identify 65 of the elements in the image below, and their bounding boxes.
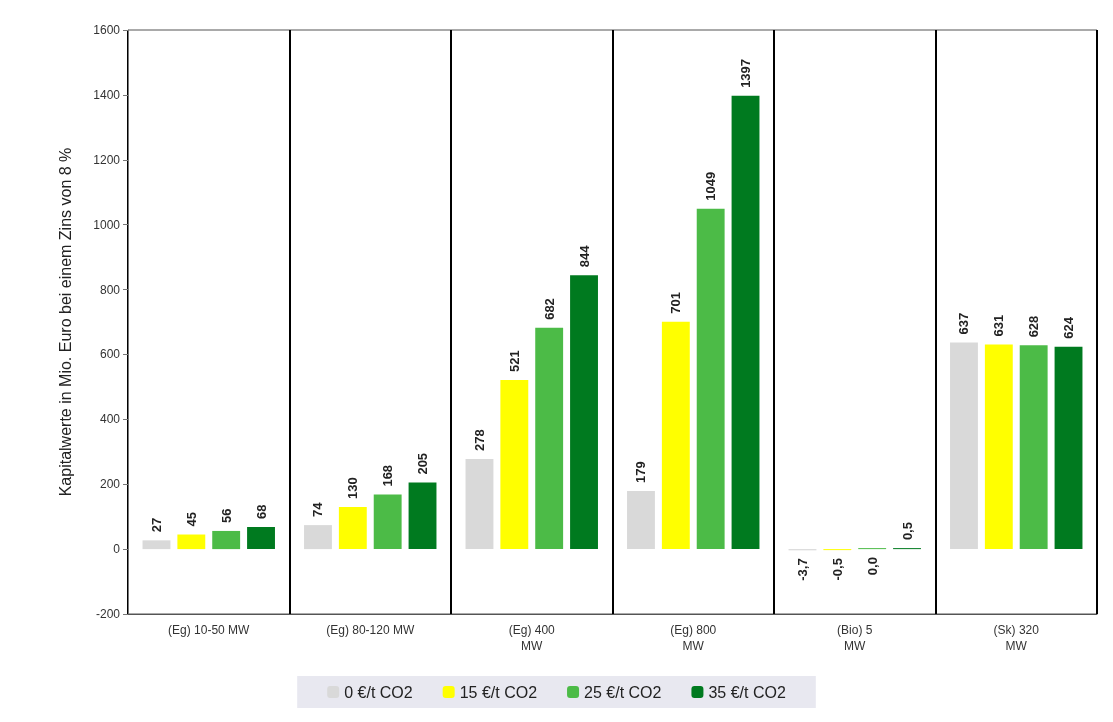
y-tick-label: 600 [99,347,121,362]
data-label: 179 [633,461,649,484]
x-tick-label: (Eg) 10-50 MW [168,623,251,637]
data-label: 45 [183,512,199,527]
legend-label: 15 €/t CO2 [459,683,538,701]
data-label: 1397 [738,58,754,88]
x-tick-label: (Sk) 320 MW [993,623,1040,653]
bar [950,342,978,550]
data-label: 682 [541,298,557,320]
data-label: 628 [1026,315,1042,338]
data-label: 0,0 [864,557,880,576]
data-label: 0,5 [899,522,915,541]
y-tick-label: 0 [113,542,121,557]
data-label: 130 [345,477,361,499]
data-label: 205 [415,452,431,475]
data-label: 631 [991,314,1007,337]
bar [142,540,171,550]
x-tick-label: (Eg) 400 MW [508,623,556,653]
y-tick-label: 200 [99,477,121,492]
bar [177,534,206,550]
data-label: 701 [668,291,684,314]
bar [1054,346,1083,550]
bar [661,321,690,550]
data-label: 637 [956,312,972,335]
bar [304,525,332,550]
x-tick-label: (Eg) 80-120 MW [326,623,415,637]
y-tick-label: 1400 [93,87,121,102]
data-label: 278 [471,429,487,451]
data-label: -0,5 [829,558,845,581]
bar [696,208,725,550]
y-tick-label: 400 [99,412,121,427]
y-tick-label: 1200 [93,152,121,167]
data-label: 844 [576,244,592,268]
data-label: 74 [310,501,326,518]
y-tick-label: 1000 [93,217,121,232]
bar [535,327,564,550]
bar [1019,345,1048,550]
legend-label: 35 €/t CO2 [708,683,786,701]
data-label: 68 [253,504,269,520]
data-label: 27 [148,517,164,533]
bar [465,458,494,550]
bar [731,95,760,550]
legend-label: 0 €/t CO2 [344,683,413,701]
data-label: 1049 [703,171,719,201]
x-tick-label: (Bio) 5 MW [837,623,873,653]
x-tick-label: (Eg) 800 MW [670,623,717,653]
y-tick-label: 800 [99,282,121,297]
bar [212,530,241,550]
y-tick-label: 1600 [93,23,121,37]
data-label: 624 [1061,316,1077,339]
bar [408,482,437,550]
legend-label: 25 €/t CO2 [584,683,662,701]
bar [338,506,367,550]
data-label: 521 [506,350,522,373]
data-label: 168 [380,464,396,487]
data-label: -3,7 [794,558,810,581]
bar [373,494,402,550]
bar [627,491,655,550]
data-label: 56 [218,508,234,523]
y-tick-label: -200 [95,607,121,621]
bar [247,527,275,550]
bar [570,275,598,550]
y-axis-title: Kapitalwerte in Mio. Euro bei einem Zins von 8 % [56,147,74,497]
bar [500,380,529,550]
bar [984,344,1013,550]
